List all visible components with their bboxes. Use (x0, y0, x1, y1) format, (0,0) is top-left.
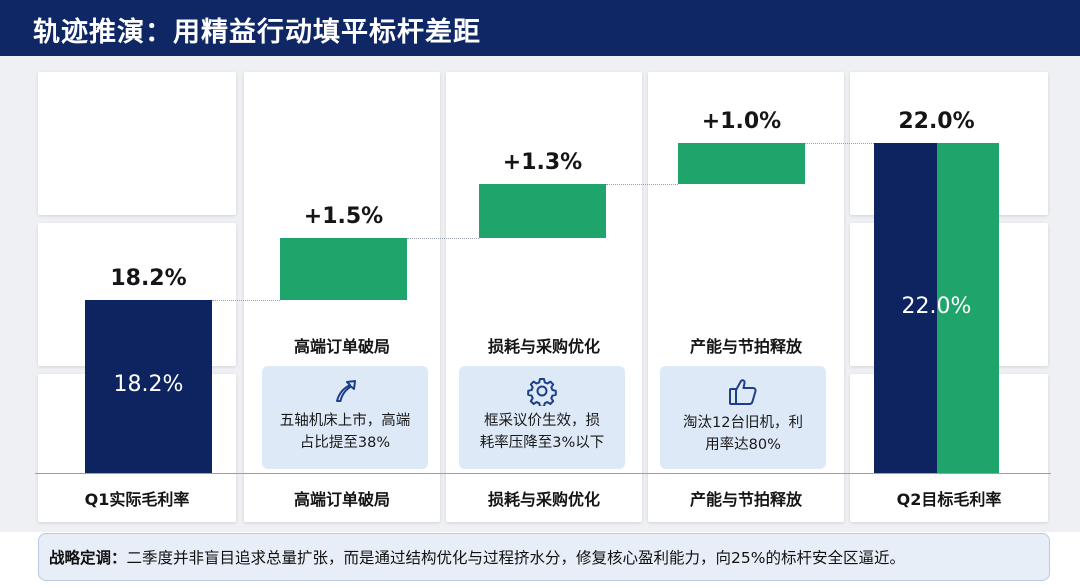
x-tick-label: Q2目标毛利率 (896, 490, 1002, 509)
x-tick-label: Q1实际毛利率 (84, 490, 190, 509)
x-tick-label: 高端订单破局 (293, 490, 390, 509)
driver-note-line: 耗率压降至3%以下 (479, 435, 605, 451)
bar-q2-target-left (874, 142, 937, 473)
footer-lead: 战略定调： (49, 549, 127, 567)
strategy-footer: 战略定调：二季度并非盲目追求总量扩张，而是通过结构优化与过程挤水分，修复核心盈利… (38, 533, 1050, 581)
driver-heading: 损耗与采购优化 (487, 337, 600, 356)
connector-line (805, 142, 874, 144)
bar-loss-procurement (479, 184, 606, 238)
driver-note-line: 框采议价生效，损 (484, 413, 600, 429)
bar-high-end-orders (280, 237, 407, 300)
data-label: 22.0% (898, 108, 975, 134)
driver-heading: 高端订单破局 (293, 337, 390, 356)
bar-inner-label: 22.0% (901, 293, 972, 319)
x-axis-baseline (35, 473, 1051, 474)
bar-q2-target-right (937, 142, 999, 473)
connector-line (212, 299, 280, 301)
gear-icon (527, 378, 557, 406)
bar-inner-label: 18.2% (113, 372, 184, 398)
grid-tile (38, 72, 236, 215)
driver-note-line: 占比提至38% (299, 435, 391, 451)
bar-capacity-cycle (678, 142, 805, 185)
connector-line (606, 184, 678, 186)
driver-card: 框采议价生效，损 耗率压降至3%以下 (459, 366, 625, 469)
driver-note-line: 用率达80% (705, 437, 781, 453)
arrow-up-icon (336, 380, 356, 402)
page-title: 轨迹推演：用精益行动填平标杆差距 (0, 0, 1080, 56)
driver-card: 五轴机床上市，高端 占比提至38% (262, 366, 428, 469)
x-tick-label: 产能与节拍释放 (689, 490, 802, 509)
driver-note-line: 五轴机床上市，高端 (279, 413, 411, 429)
driver-card: 淘汰12台旧机，利 用率达80% (660, 366, 826, 469)
footer-text: 二季度并非盲目追求总量扩张，而是通过结构优化与过程挤水分，修复核心盈利能力，向2… (126, 549, 905, 567)
data-label: +1.0% (701, 108, 782, 134)
data-label: 18.2% (110, 265, 187, 291)
connector-line (407, 237, 479, 239)
driver-heading: 产能与节拍释放 (689, 337, 802, 356)
bar-q1-actual (85, 299, 212, 473)
driver-note-line: 淘汰12台旧机，利 (683, 415, 803, 431)
thumbs-up-icon (729, 379, 757, 405)
x-tick-label: 损耗与采购优化 (487, 490, 600, 509)
data-label: +1.3% (502, 150, 583, 176)
data-label: +1.5% (303, 203, 384, 229)
